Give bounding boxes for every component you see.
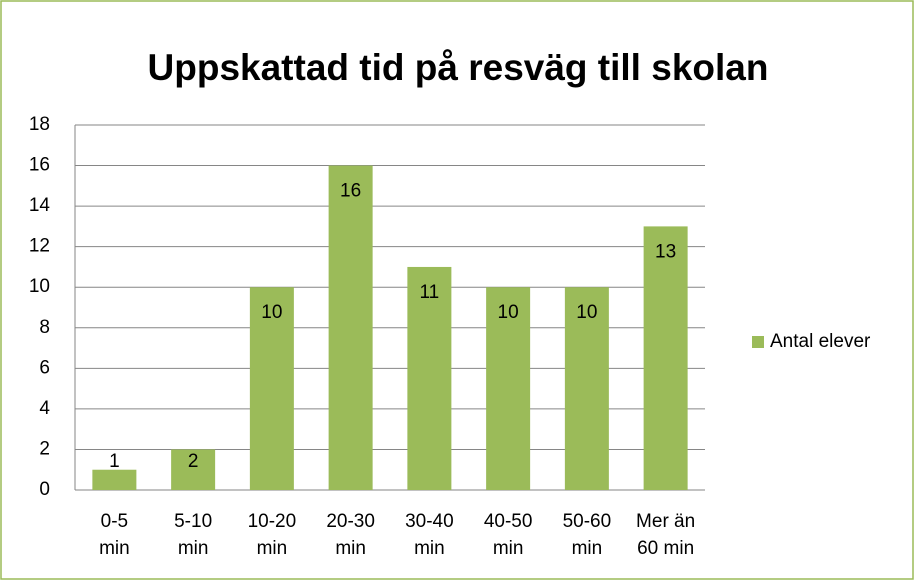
bar (643, 226, 688, 490)
y-tick-label: 0 (39, 479, 50, 500)
y-tick-label: 8 (39, 317, 50, 338)
bar (407, 266, 452, 490)
bar (564, 287, 609, 490)
bar (171, 449, 216, 490)
x-tick-label: 50-60 min (562, 511, 612, 559)
y-tick-label: 16 (29, 155, 50, 176)
y-tick-label: 4 (39, 398, 50, 419)
x-tick-label: 0-5 min (99, 511, 130, 559)
y-tick-label: 18 (29, 114, 50, 135)
chart-title: Uppskattad tid på resväg till skolan (148, 47, 769, 88)
data-label: 10 (498, 302, 519, 323)
y-tick-label: 2 (39, 438, 50, 459)
data-label: 1 (109, 451, 120, 472)
bar (328, 165, 373, 491)
x-tick-label: 10-20 min (247, 511, 297, 559)
data-label: 11 (420, 282, 440, 303)
data-label: 16 (340, 181, 361, 202)
legend-swatch (752, 336, 764, 348)
data-label: 2 (188, 451, 199, 472)
data-label: 10 (261, 302, 282, 323)
x-tick-label: 40-50 min (483, 511, 533, 559)
data-label: 10 (576, 302, 597, 323)
x-tick-label: 5-10 min (174, 511, 213, 559)
bar (92, 469, 137, 490)
x-tick-label: 20-30 min (326, 511, 375, 559)
data-label: 13 (655, 241, 676, 262)
legend-label: Antal elever (770, 331, 871, 352)
y-tick-label: 12 (29, 236, 50, 257)
x-tick-label: Mer än 60 min (636, 511, 696, 559)
bar (249, 287, 294, 490)
y-tick-label: 10 (29, 276, 50, 297)
bar (486, 287, 531, 490)
y-tick-label: 6 (39, 357, 50, 378)
y-tick-label: 14 (29, 195, 51, 216)
x-tick-label: 30-40 min (405, 511, 454, 559)
